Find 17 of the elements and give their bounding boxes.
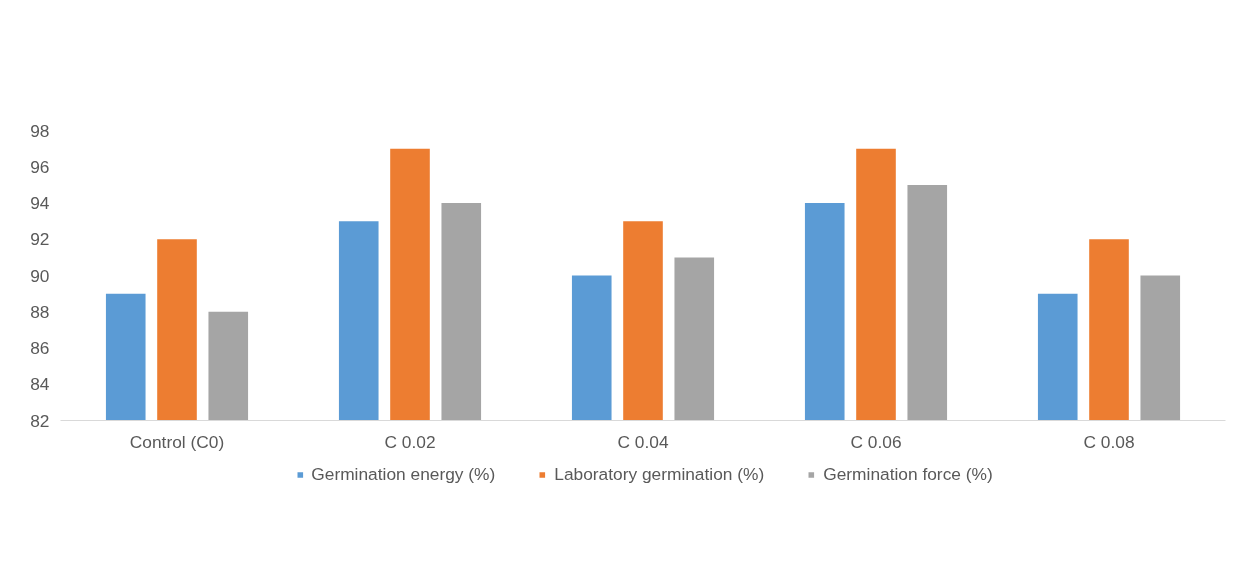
x-tick-label: Control (C0) — [129, 431, 225, 452]
x-tick-label: C 0.06 — [850, 431, 902, 452]
y-tick-label: 84 — [30, 374, 50, 395]
legend-label: Laboratory germination (%) — [554, 463, 765, 485]
legend-label: Germination force (%) — [823, 463, 993, 485]
y-tick-label: 86 — [30, 338, 50, 358]
y-tick-label: 88 — [30, 301, 50, 322]
y-tick-label: 96 — [30, 156, 50, 177]
y-tick-label: 82 — [30, 410, 50, 431]
legend-label: Germination energy (%) — [311, 463, 496, 485]
y-tick-label: 92 — [30, 229, 50, 250]
x-tick-label: C 0.08 — [1083, 431, 1135, 452]
x-tick-label: C 0.02 — [384, 431, 436, 452]
y-tick-label: 90 — [30, 265, 50, 286]
y-tick-label: 98 — [30, 120, 50, 141]
x-tick-label: C 0.04 — [617, 431, 669, 452]
y-tick-label: 94 — [30, 193, 50, 213]
